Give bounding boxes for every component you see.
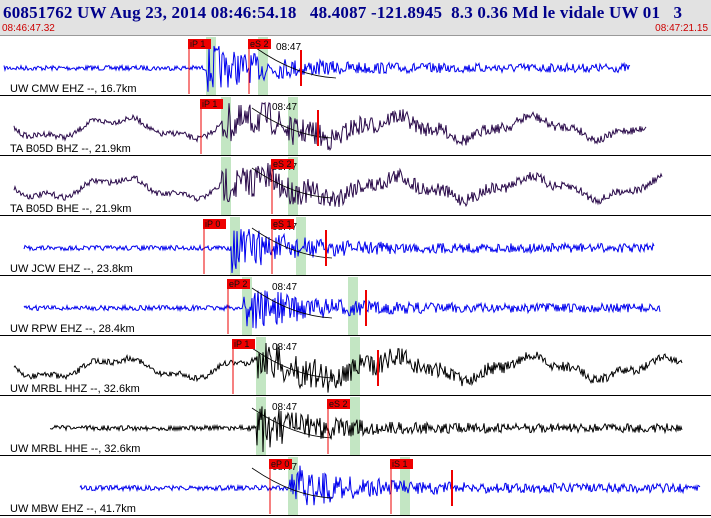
s-pick-label: eS 2 xyxy=(329,399,348,409)
s-window xyxy=(296,217,306,275)
minute-label: 08:47 xyxy=(272,282,297,293)
decay-curve xyxy=(251,467,333,499)
s-pick-label: iS 1 xyxy=(392,459,408,469)
s-window xyxy=(350,337,360,395)
decay-curve xyxy=(251,347,333,379)
station-label: UW MBW EHZ --, 41.7km xyxy=(10,503,136,515)
minute-label: 08:47 xyxy=(272,402,297,413)
p-window xyxy=(256,397,266,455)
decay-curve xyxy=(251,407,333,439)
waveform xyxy=(23,229,655,274)
minute-label: 08:47 xyxy=(276,42,301,53)
s-pick-flag[interactable] xyxy=(271,159,294,169)
station-label: UW MRBL HHE --, 32.6km xyxy=(10,443,140,455)
p-pick-flag[interactable] xyxy=(269,459,292,469)
waveform xyxy=(23,290,661,329)
s-pick-flag[interactable] xyxy=(390,459,413,469)
trace-row[interactable]: 08:47 iP 1 TA B05D BHZ --, 21.9km xyxy=(0,97,711,156)
event-header: 60851762 UW Aug 23, 2014 08:46:54.18 48.… xyxy=(0,0,711,36)
decay-curve xyxy=(251,107,333,139)
p-window xyxy=(221,157,231,215)
decay-curve xyxy=(251,227,333,259)
s-pick-flag[interactable] xyxy=(271,219,294,229)
p-pick-flag[interactable] xyxy=(188,39,211,49)
end-time: 08:47:21.15 xyxy=(655,23,708,34)
trace-row[interactable]: 08:47 iP 1 eS 2 UW CMW EHZ --, 16.7km xyxy=(0,37,711,96)
p-pick-label: iP 1 xyxy=(234,339,249,349)
p-pick-label: iP 1 xyxy=(190,39,205,49)
p-pick-flag[interactable] xyxy=(203,219,226,229)
s-window xyxy=(258,37,268,95)
s-window xyxy=(288,97,298,155)
p-pick-label: eP 2 xyxy=(229,279,247,289)
s-pick-flag[interactable] xyxy=(248,39,271,49)
waveform xyxy=(13,101,647,152)
p-pick-flag[interactable] xyxy=(200,99,223,109)
p-window xyxy=(206,37,216,95)
waveform xyxy=(49,406,683,453)
station-label: UW CMW EHZ --, 16.7km xyxy=(10,83,137,95)
decay-curve xyxy=(255,47,337,79)
p-pick-flag[interactable] xyxy=(232,339,255,349)
s-pick-flag[interactable] xyxy=(327,399,350,409)
trace-row[interactable]: 08:47 eP 2 UW RPW EHZ --, 28.4km xyxy=(0,277,711,336)
minute-label: 08:47 xyxy=(272,102,297,113)
p-pick-label: iP 1 xyxy=(202,99,217,109)
s-pick-label: eS 2 xyxy=(250,39,269,49)
station-label: UW RPW EHZ --, 28.4km xyxy=(10,323,135,335)
p-window xyxy=(242,277,252,335)
decay-curve xyxy=(251,287,333,319)
seismogram-panel[interactable]: 08:47 iP 1 eS 2 UW CMW EHZ --, 16.7km 08:47 i… xyxy=(0,36,711,518)
waveform xyxy=(79,465,701,506)
p-window xyxy=(230,217,240,275)
p-pick-label: eP 0 xyxy=(271,459,289,469)
waveform xyxy=(13,342,683,393)
p-pick-flag[interactable] xyxy=(227,279,250,289)
p-pick-label: iP 0 xyxy=(205,219,220,229)
s-window xyxy=(400,457,410,515)
waveform xyxy=(13,162,663,208)
decay-curve xyxy=(251,167,333,199)
s-pick-label: eS 1 xyxy=(273,219,292,229)
s-pick-label: eS 2 xyxy=(273,159,292,169)
start-time: 08:46:47.32 xyxy=(2,23,55,34)
waveform xyxy=(3,43,631,92)
s-window xyxy=(288,157,298,215)
station-label: TA B05D BHE --, 21.9km xyxy=(10,203,131,215)
station-label: TA B05D BHZ --, 21.9km xyxy=(10,143,131,155)
station-label: UW MRBL HHZ --, 32.6km xyxy=(10,383,140,395)
trace-row[interactable]: 08:47 iP 1 UW MRBL HHZ --, 32.6km xyxy=(0,337,711,396)
station-label: UW JCW EHZ --, 23.8km xyxy=(10,263,133,275)
minute-label: 08:47 xyxy=(272,342,297,353)
event-title: 60851762 UW Aug 23, 2014 08:46:54.18 48.… xyxy=(3,3,683,22)
trace-row[interactable]: 08:47 eS 2 UW MRBL HHE --, 32.6km xyxy=(0,397,711,456)
p-window xyxy=(221,97,231,155)
